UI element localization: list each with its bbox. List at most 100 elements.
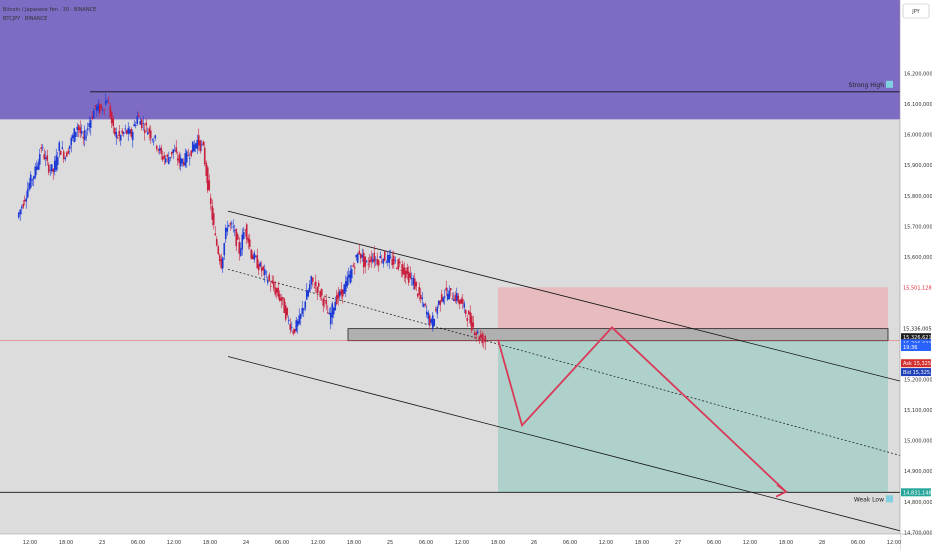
candle-body <box>275 288 278 293</box>
candle-body <box>307 290 310 297</box>
candle-body <box>397 259 400 270</box>
x-tick-label: 18:00 <box>779 540 793 546</box>
y-tick-label: 15,200,000 <box>904 377 932 383</box>
candle-body <box>286 308 289 316</box>
candle-body <box>41 147 44 149</box>
candle-body <box>119 135 122 141</box>
candle-body <box>448 290 451 299</box>
candle-body <box>364 256 367 267</box>
candle-body <box>164 158 167 163</box>
candle-body <box>440 294 443 302</box>
candle-body <box>109 105 112 118</box>
candle-body <box>313 287 316 289</box>
candle-body <box>382 258 385 264</box>
candle-body <box>473 332 476 336</box>
candle-body <box>251 255 254 260</box>
entry-zone <box>347 328 889 342</box>
x-tick-label: 06:00 <box>131 540 145 546</box>
candle-body <box>43 154 46 160</box>
candle-body <box>49 169 52 171</box>
weak-low-tag-label: 14,831,148 <box>903 490 932 496</box>
candle-body <box>100 104 103 110</box>
projection-path <box>497 326 787 493</box>
x-tick-label: 25 <box>387 540 393 546</box>
candle-body <box>422 304 425 307</box>
candle-body <box>379 256 382 259</box>
candle-body <box>155 145 158 149</box>
channel-lower-line <box>227 356 925 538</box>
candle-body <box>121 130 124 134</box>
price-tag-label: Bid 15,325,307 <box>903 370 932 376</box>
x-tick-label: 12:00 <box>167 540 181 546</box>
candle-body <box>419 294 422 299</box>
candle-body <box>235 228 238 247</box>
candle-body <box>92 110 95 119</box>
candle-body <box>461 298 464 304</box>
candle-body <box>415 281 418 287</box>
x-tick-label: 23 <box>99 540 105 546</box>
candle-body <box>434 309 437 311</box>
candle-body <box>149 130 152 139</box>
price-tag-bg <box>901 343 931 352</box>
candle-body <box>482 339 485 341</box>
take-profit-zone <box>498 340 888 493</box>
candle-body <box>115 131 118 138</box>
candle-body <box>229 223 232 225</box>
candle-body <box>194 143 197 149</box>
candle-body <box>175 147 178 153</box>
strong-high-label: Strong High <box>849 82 885 89</box>
chart-title: Bitcoin / Japanese Yen · 30 · BINANCE <box>3 7 97 13</box>
candle-body <box>304 301 307 309</box>
stop-loss-zone <box>498 287 888 329</box>
candle-body <box>158 148 161 151</box>
candle-body <box>403 267 406 275</box>
y-tick-label: 15,100,000 <box>904 408 932 414</box>
price-axis-panel <box>900 0 932 550</box>
candle-body <box>340 289 343 295</box>
price-tag-bg <box>901 324 931 333</box>
candle-body <box>178 154 181 164</box>
candle-body <box>469 312 472 324</box>
candle-body <box>412 277 415 286</box>
candle-body <box>265 271 268 273</box>
candle-body <box>65 152 68 157</box>
price-tag-bg <box>901 333 931 342</box>
candle-body <box>308 284 311 291</box>
x-tick-label: 18:00 <box>347 540 361 546</box>
candle-body <box>101 110 104 111</box>
candle-body <box>59 150 62 155</box>
candle-body <box>200 144 203 146</box>
candle-body <box>407 271 410 283</box>
candle-body <box>122 132 125 134</box>
candle-body <box>191 141 194 153</box>
candle-body <box>305 290 308 300</box>
candle-body <box>472 322 475 328</box>
candle-body <box>103 109 106 110</box>
candle-body <box>34 166 37 178</box>
candle-body <box>350 269 353 279</box>
candle-body <box>355 254 358 258</box>
candle-body <box>335 295 338 304</box>
candle-body <box>421 297 424 300</box>
candle-body <box>184 153 187 166</box>
candle-body <box>193 144 196 151</box>
candle-body <box>349 270 352 283</box>
candle-body <box>64 157 67 160</box>
candle-body <box>374 258 377 260</box>
candle-body <box>32 176 35 180</box>
candle-body <box>334 301 337 311</box>
candle-body <box>28 182 31 190</box>
candle-body <box>346 276 349 287</box>
candle-body <box>170 151 173 155</box>
candle-body <box>436 306 439 314</box>
candle-body <box>206 167 209 191</box>
price-tag-label: Ask 15,325,574 <box>903 361 932 367</box>
candle-body <box>268 274 271 281</box>
candle-body <box>157 149 160 151</box>
y-tick-label: 15,600,000 <box>904 255 932 261</box>
candle-body <box>254 256 257 258</box>
candle-body <box>163 155 166 159</box>
candle-body <box>161 156 164 160</box>
